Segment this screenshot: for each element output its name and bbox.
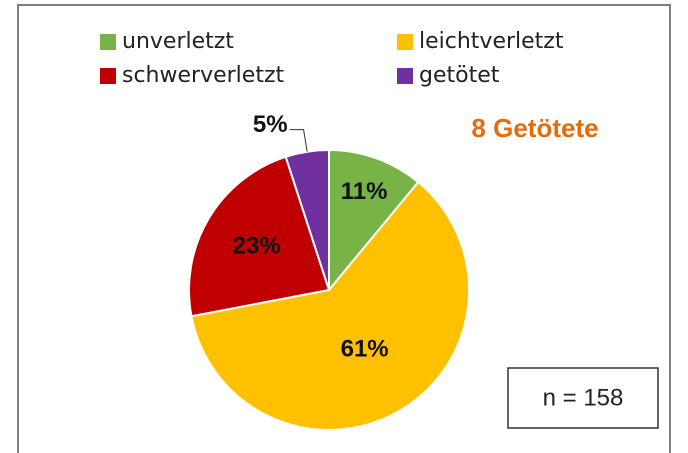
data-label: 23% bbox=[233, 233, 281, 260]
legend-label: getötet bbox=[419, 63, 500, 88]
legend-swatch bbox=[100, 34, 116, 50]
legend-label: schwerverletzt bbox=[122, 63, 284, 88]
legend-swatch bbox=[397, 68, 413, 84]
annotation: n = 158 bbox=[543, 384, 624, 411]
data-label: 61% bbox=[341, 336, 389, 363]
legend-swatch bbox=[397, 34, 413, 50]
legend-label: unverletzt bbox=[122, 29, 234, 54]
n-box bbox=[507, 367, 659, 429]
pie-slice bbox=[190, 180, 470, 431]
data-label: 11% bbox=[341, 178, 388, 205]
leader-line bbox=[289, 129, 308, 152]
legend-label: leichtverletzt bbox=[419, 29, 564, 54]
pie-slice bbox=[284, 148, 330, 291]
data-label: 5% bbox=[253, 111, 288, 138]
pie-slice bbox=[328, 148, 420, 293]
annotation: 8 Getötete bbox=[471, 113, 598, 143]
legend-swatch bbox=[100, 68, 116, 84]
pie-slice bbox=[188, 155, 331, 318]
